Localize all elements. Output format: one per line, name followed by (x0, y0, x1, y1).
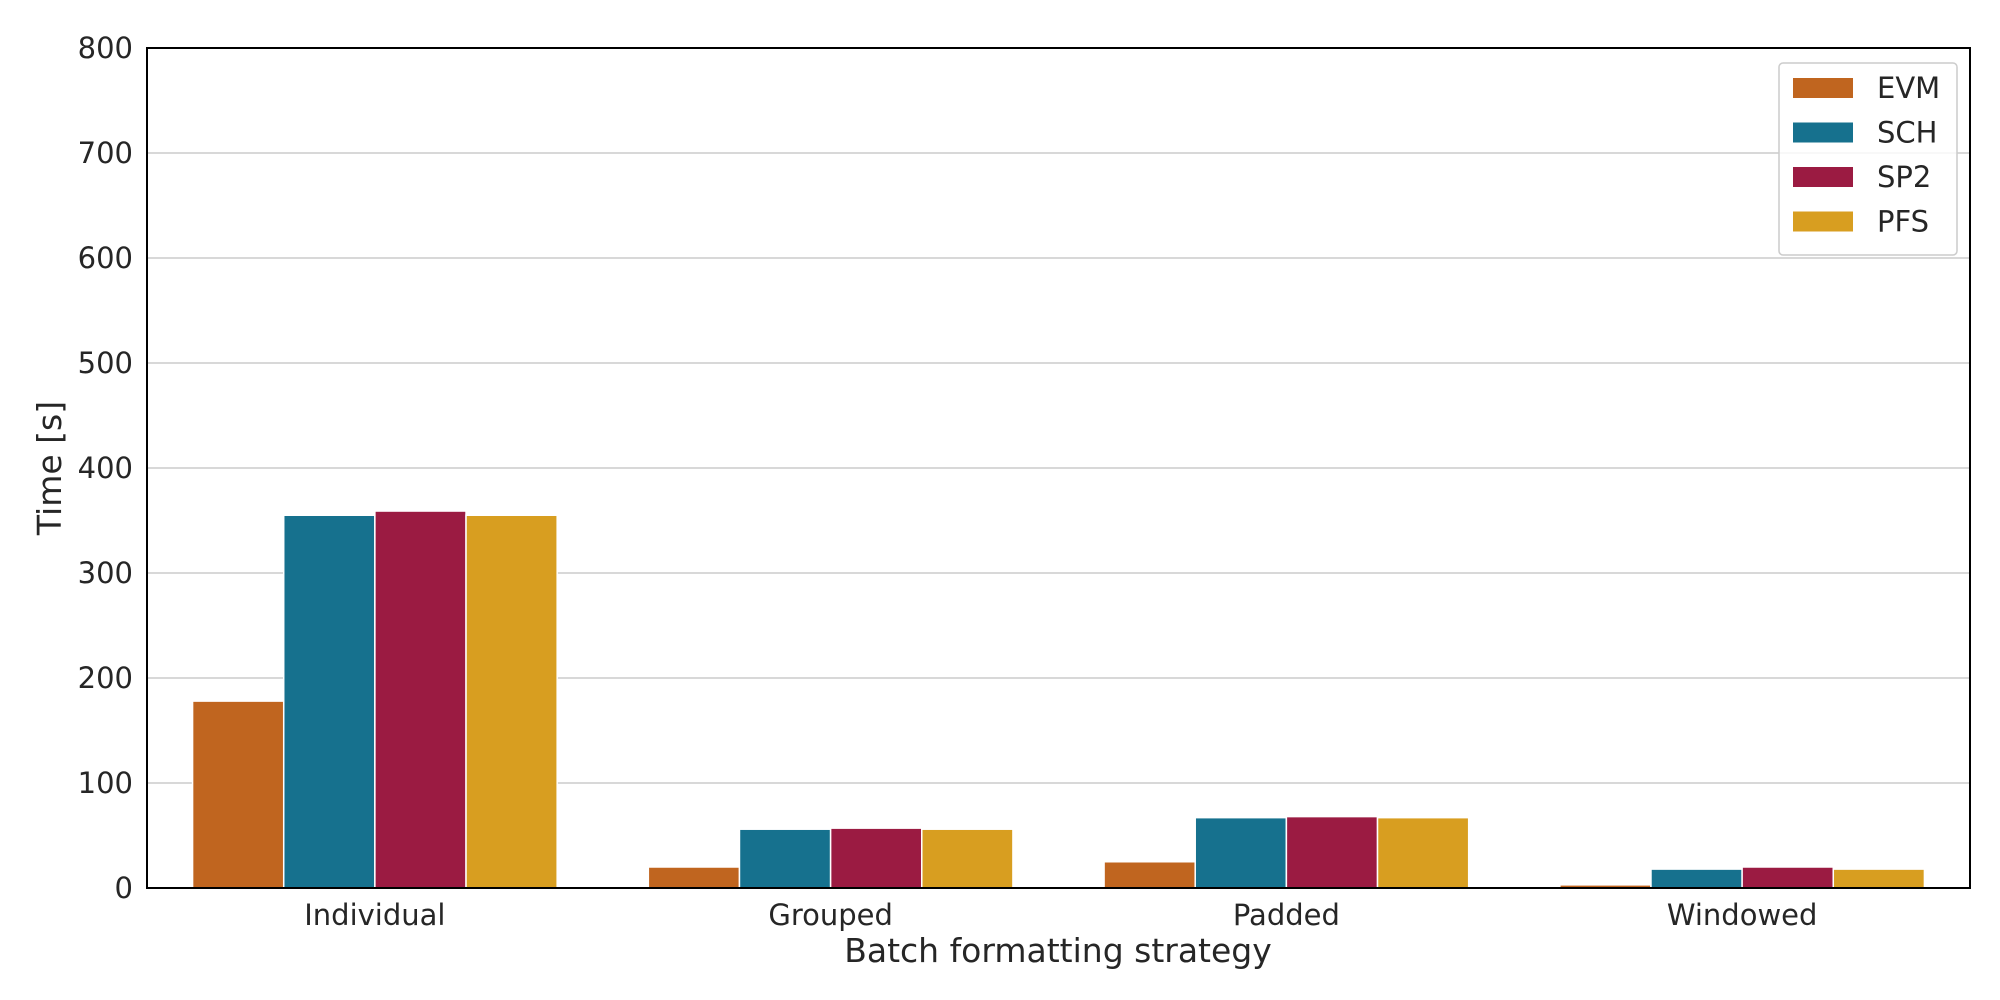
bar-sch-grouped (738, 828, 832, 889)
y-tick-label: 200 (78, 661, 133, 695)
x-tick-label: Padded (1233, 898, 1340, 932)
bar-pfs-individual (465, 514, 558, 889)
x-tick-label: Grouped (768, 898, 893, 932)
bar-sp2-individual (374, 510, 467, 889)
bar-sch-padded (1194, 816, 1288, 889)
y-axis-ticks: 0 100 200 300 400 500 600 700 800 (78, 31, 133, 905)
bar-evm-grouped (647, 866, 741, 889)
y-tick-label: 800 (78, 31, 133, 65)
x-axis-label: Batch formatting strategy (844, 931, 1272, 970)
legend-label: SP2 (1877, 160, 1931, 194)
legend-swatch-evm (1793, 78, 1853, 98)
y-tick-label: 500 (78, 346, 133, 380)
bar-sch-individual (282, 514, 376, 889)
bars (191, 510, 1926, 889)
legend-swatch-sp2 (1793, 167, 1853, 187)
bar-sch-windowed (1650, 868, 1743, 889)
plot-frame (146, 47, 1971, 889)
y-tick-label: 400 (78, 451, 133, 485)
x-tick-label: Individual (304, 898, 445, 932)
bar-sp2-windowed (1741, 866, 1835, 889)
y-axis-label: Time [s] (30, 401, 69, 536)
bar-pfs-padded (1376, 816, 1470, 889)
y-tick-label: 600 (78, 241, 133, 275)
y-tick-label: 700 (78, 136, 133, 170)
legend-swatch-pfs (1793, 211, 1853, 232)
bar-sp2-padded (1285, 815, 1379, 889)
y-tick-label: 100 (78, 766, 133, 800)
legend-box (1778, 62, 1958, 256)
legend-label: EVM (1877, 71, 1940, 105)
x-axis-ticks: Individual Grouped Padded Windowed (304, 898, 1817, 932)
bar-sp2-grouped (829, 827, 923, 889)
y-tick-label: 300 (78, 556, 133, 590)
legend-swatch-sch (1793, 122, 1853, 143)
y-tick-label: 0 (115, 871, 133, 905)
bar-evm-individual (191, 700, 285, 889)
bar-evm-padded (1103, 861, 1196, 889)
legend: EVM SCH SP2 PFS (1778, 62, 1958, 256)
bar-pfs-grouped (921, 828, 1014, 889)
x-tick-label: Windowed (1667, 898, 1818, 932)
bar-pfs-windowed (1832, 868, 1926, 889)
legend-label: PFS (1877, 205, 1929, 239)
legend-label: SCH (1877, 116, 1937, 150)
